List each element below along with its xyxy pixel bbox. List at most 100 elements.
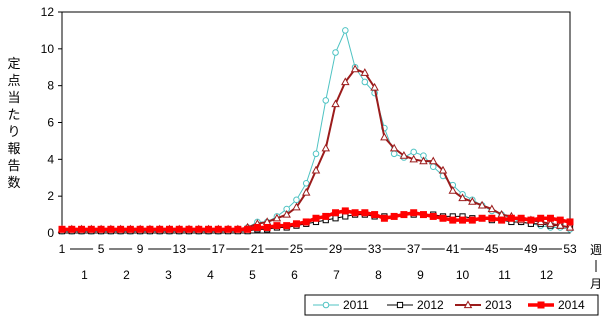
data-point [459,216,467,224]
data-point [293,196,300,204]
data-point [488,214,496,222]
data-point [380,132,389,141]
legend-box [304,294,599,316]
data-point [429,163,437,170]
data-point [117,225,125,233]
y-tick-label: 12 [41,5,55,19]
x-month-label: 7 [333,268,340,282]
x-week-label: 49 [524,242,538,256]
x-week-label: 5 [98,242,105,256]
data-point [478,214,486,222]
data-point [555,220,565,229]
y-axis-label-char: 当 [7,91,20,106]
y-tick-label: 2 [47,189,54,203]
x-week-label: 17 [212,242,226,256]
legend-label: 2011 [343,298,369,312]
data-point [498,216,506,224]
x-month-label: 3 [165,268,172,282]
data-point [342,27,349,34]
data-point [468,197,477,205]
data-point [283,222,291,230]
y-axis-label-char: 報 [7,142,20,157]
data-point [487,204,497,213]
legend-entry: 2013 [455,298,512,312]
data-point [205,225,213,233]
data-point [146,225,154,233]
data-point [371,211,379,219]
data-point [429,212,437,220]
data-point [302,179,310,187]
data-point [263,223,271,231]
data-point [537,214,545,222]
x-month-label: 10 [456,268,470,282]
x-month-label: 8 [375,268,382,282]
data-point [302,218,310,226]
data-point [126,225,134,233]
data-point [517,214,525,222]
x-week-label: 41 [446,242,460,256]
data-point [458,193,467,202]
data-point [78,225,86,233]
data-point [342,213,349,220]
data-point [409,154,418,163]
data-point [448,186,458,194]
data-point [322,97,330,104]
y-axis-label-char: 点 [7,74,20,89]
y-tick-label: 8 [47,79,54,93]
y-axis-label-char: 告 [7,159,20,174]
data-point [234,225,242,233]
data-point [107,225,115,233]
data-point [361,209,369,217]
data-point [244,225,252,233]
data-point [507,214,515,222]
legend: 2011 2012 2013 2014 [304,294,599,316]
x-week-label: 21 [251,242,265,256]
x-week-label: 13 [173,242,187,256]
data-point [322,212,330,220]
data-point [136,225,144,233]
y-tick-label: 6 [47,116,54,130]
x-month-label: 2 [123,268,130,282]
data-point [410,209,418,217]
y-axis-label-char: 定 [7,57,20,72]
data-point [390,150,398,158]
data-point [253,223,261,231]
data-point [546,214,554,222]
data-point [331,99,340,108]
y-tick-label: 10 [41,42,55,56]
data-point [400,211,408,219]
x-axis-month-unit: 月 [590,277,602,291]
series-2011 [58,27,574,235]
data-point [566,218,574,226]
legend-entry: 2011 [313,298,369,312]
data-point [396,301,404,309]
data-point [361,78,369,86]
data-point [332,215,339,222]
data-point [527,216,535,224]
x-month-label: 6 [291,268,298,282]
x-month-label: 9 [417,268,424,282]
data-point [556,216,564,224]
data-point [389,143,399,152]
data-point [341,77,350,86]
legend-entry: 2012 [387,298,444,312]
series-line [62,28,571,232]
data-point [332,49,339,56]
data-point [185,225,193,233]
data-point [214,225,222,233]
data-point [224,225,232,233]
data-point [273,222,281,230]
series-2013 [57,64,575,233]
data-point [322,301,330,309]
y-tick-label: 4 [47,152,54,166]
x-month-label: 12 [540,268,554,282]
legend-label: 2012 [417,298,444,312]
legend-label: 2014 [558,298,585,312]
data-point [477,200,487,209]
data-point [175,225,183,233]
data-point [537,301,545,309]
x-month-label: 1 [81,268,88,282]
plot-frame [61,11,571,234]
y-tick-label: 0 [47,226,54,240]
